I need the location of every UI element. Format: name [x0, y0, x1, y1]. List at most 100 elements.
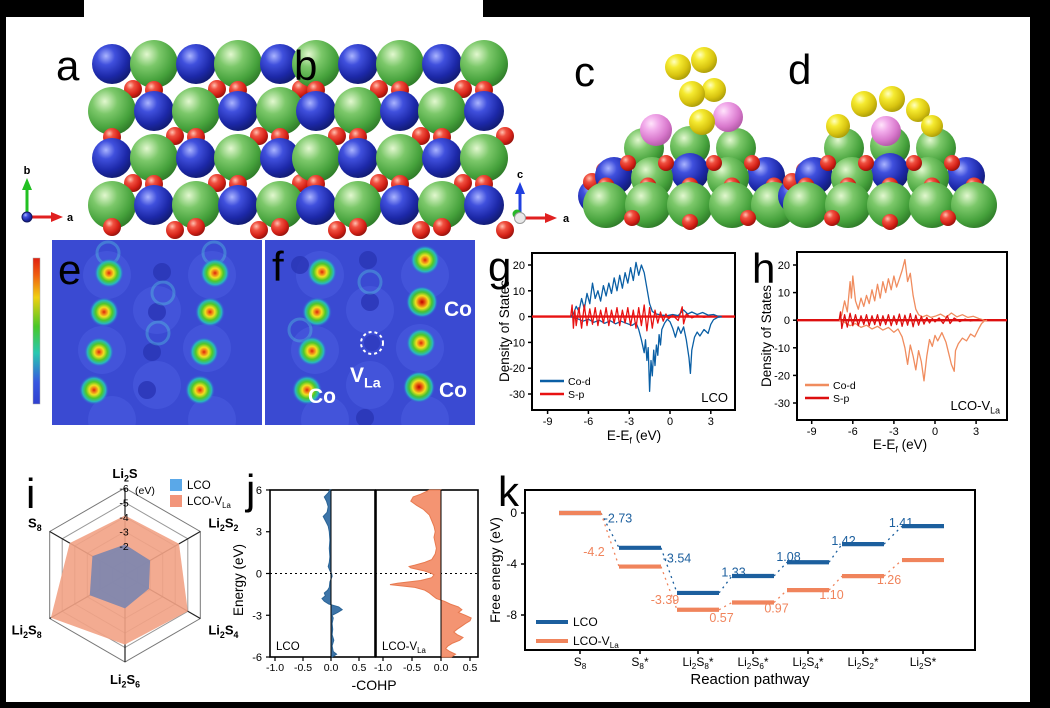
svg-text:-6: -6: [584, 416, 594, 428]
svg-text:-3.39: -3.39: [651, 593, 680, 607]
panel-label-g: g: [488, 243, 511, 290]
svg-text:LCO: LCO: [276, 641, 300, 653]
svg-text:10: 10: [778, 288, 790, 300]
axis-c-dot-icon: [21, 211, 33, 223]
svg-text:Density of States: Density of States: [759, 285, 774, 387]
svg-text:(eV): (eV): [135, 485, 155, 497]
svg-text:-30: -30: [774, 398, 790, 410]
svg-text:-2.73: -2.73: [604, 511, 633, 525]
svg-text:-4: -4: [506, 557, 517, 571]
axis-a-arrow-icon: [51, 212, 63, 222]
panel-label-i: i: [26, 470, 35, 517]
panel-label-c: c: [574, 48, 595, 95]
svg-text:E-Ef (eV): E-Ef (eV): [607, 428, 661, 445]
panel-d-adsorption-structure: [778, 86, 997, 230]
svg-text:1.33: 1.33: [721, 565, 745, 579]
axis-origin-ball-icon: [514, 212, 526, 224]
panel-label-d: d: [788, 46, 811, 93]
svg-text:-6: -6: [848, 426, 858, 438]
svg-text:1.10: 1.10: [819, 588, 843, 602]
svg-text:Co-d: Co-d: [833, 380, 856, 392]
figure-top-strip: [84, 0, 483, 17]
svg-text:0.0: 0.0: [324, 662, 339, 674]
svg-text:S8: S8: [28, 516, 42, 533]
svg-text:Energy (eV): Energy (eV): [231, 544, 246, 616]
svg-text:-1.0: -1.0: [374, 662, 392, 674]
svg-text:-3: -3: [119, 527, 128, 539]
svg-text:20: 20: [778, 260, 790, 272]
panel-label-h: h: [752, 245, 775, 292]
panel-label-b: b: [294, 42, 317, 89]
axis-label-c: c: [517, 169, 523, 181]
svg-text:0: 0: [667, 416, 673, 428]
svg-text:Li2S8: Li2S8: [12, 623, 42, 640]
panel-i-radar-chart: -6 -5 -4 -3 -2 (eV) Li2S Li2S2 Li2S4 Li2S6 Li2S8 S8…: [12, 466, 239, 689]
panel-a-structure: [88, 40, 310, 239]
svg-text:S8*: S8*: [631, 655, 649, 671]
svg-text:1.41: 1.41: [889, 516, 913, 530]
svg-text:Density of States: Density of States: [497, 280, 512, 382]
svg-text:-3: -3: [252, 610, 262, 622]
svg-text:3: 3: [256, 527, 262, 539]
svg-text:-4.2: -4.2: [583, 545, 605, 559]
svg-text:Li2S4*: Li2S4*: [792, 655, 823, 671]
svg-text:3: 3: [973, 426, 979, 438]
axis-a-arrow-icon: [545, 213, 557, 223]
svg-text:0: 0: [510, 506, 517, 520]
svg-text:Li2S6*: Li2S6*: [737, 655, 768, 671]
svg-text:LCO-VLa: LCO-VLa: [187, 496, 232, 510]
svg-text:LCO-VLa: LCO-VLa: [573, 634, 619, 650]
svg-text:S-p: S-p: [568, 389, 585, 401]
svg-text:6: 6: [256, 485, 262, 497]
svg-text:-10: -10: [509, 337, 525, 349]
svg-text:0: 0: [932, 426, 938, 438]
svg-text:-2: -2: [119, 541, 128, 553]
panel-f-annotations: Co Co Co VLa: [308, 298, 472, 408]
svg-text:0.57: 0.57: [709, 611, 733, 625]
svg-text:0.5: 0.5: [463, 662, 478, 674]
svg-text:Li2S*: Li2S*: [910, 655, 937, 671]
crystal-axis-widget-cd: c a: [512, 169, 570, 225]
axis-b-arrow-icon: [22, 178, 32, 190]
svg-text:LCO: LCO: [701, 390, 728, 405]
svg-text:LCO: LCO: [187, 480, 211, 492]
svg-text:LCO-VLa: LCO-VLa: [950, 398, 1000, 415]
svg-text:-0.5: -0.5: [403, 662, 421, 674]
svg-text:-3: -3: [889, 426, 899, 438]
svg-text:-3.54: -3.54: [663, 551, 692, 565]
svg-text:Li2S8*: Li2S8*: [682, 655, 713, 671]
panel-b-structure: [292, 40, 514, 239]
svg-text:VLa: VLa: [350, 364, 382, 391]
svg-text:Free energy (eV): Free energy (eV): [487, 517, 503, 623]
axis-label-a: a: [563, 213, 570, 225]
svg-text:-6: -6: [252, 652, 262, 664]
panel-letter-labels: a b c d e f g h i j k: [26, 42, 811, 517]
svg-text:-3: -3: [624, 416, 634, 428]
svg-text:-1.0: -1.0: [266, 662, 284, 674]
svg-text:0.97: 0.97: [764, 601, 788, 615]
svg-text:LCO: LCO: [573, 615, 598, 629]
panel-e-charge-density-map: [52, 240, 262, 425]
panel-label-e: e: [58, 246, 81, 293]
axis-c-arrow-icon: [515, 182, 525, 194]
svg-text:-COHP: -COHP: [351, 677, 396, 693]
svg-text:Li2S2: Li2S2: [208, 516, 238, 533]
svg-text:0.0: 0.0: [434, 662, 449, 674]
svg-text:0: 0: [784, 315, 790, 327]
svg-text:1.08: 1.08: [776, 550, 800, 564]
svg-text:-6: -6: [119, 483, 128, 495]
svg-text:10: 10: [513, 286, 525, 298]
panel-j-cohp-chart: 6 3 0 -3 -6 -1.0 -0.5 0.0 0.5 LCO -1.0 -0.5 0.0 0.5 LC…: [231, 485, 479, 693]
svg-text:Co-d: Co-d: [568, 376, 591, 388]
svg-text:-9: -9: [807, 426, 817, 438]
svg-text:1.42: 1.42: [831, 534, 855, 548]
axis-label-b: b: [24, 165, 31, 177]
svg-text:-0.5: -0.5: [294, 662, 312, 674]
svg-text:Li2S2*: Li2S2*: [847, 655, 878, 671]
panel-label-k: k: [498, 468, 520, 515]
svg-text:-10: -10: [774, 343, 790, 355]
svg-text:0.5: 0.5: [352, 662, 367, 674]
svg-text:-4: -4: [119, 512, 128, 524]
